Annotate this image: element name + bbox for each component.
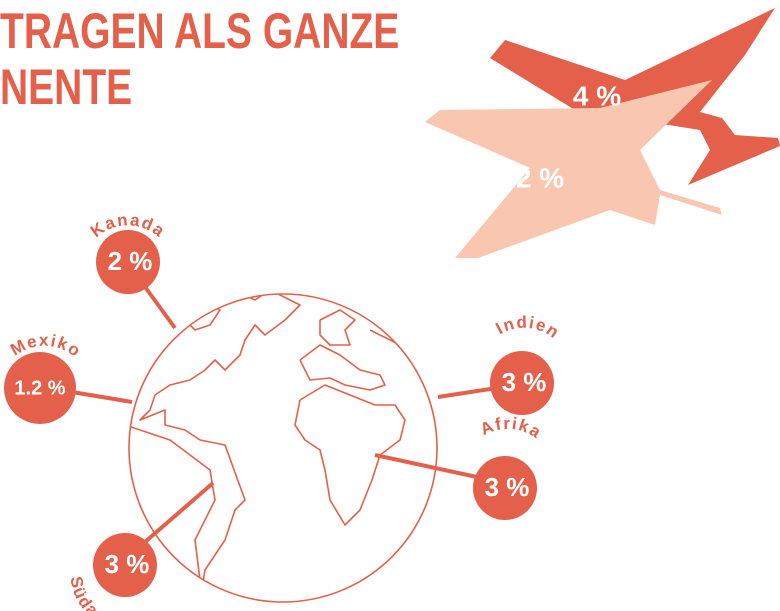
region-value: 3 %: [502, 367, 547, 397]
region-name: Indien: [493, 313, 564, 343]
bubble: [93, 533, 157, 597]
title-line: TRAGEN ALS GANZE: [0, 2, 399, 59]
bubble: [490, 351, 554, 415]
bubble: [4, 352, 76, 424]
region-value: 2 %: [108, 246, 153, 276]
region-name: Afrika: [478, 414, 546, 443]
region-name-path: Afrika: [478, 414, 544, 443]
plane-label: 4 %: [573, 80, 621, 111]
bubble: [96, 230, 160, 294]
globe: [128, 293, 438, 603]
bubble: [473, 456, 537, 520]
region-value: 3 %: [105, 549, 150, 579]
plane-dark: [490, 8, 780, 185]
region-value: 1.2 %: [14, 377, 65, 399]
title-line: NENTE: [0, 58, 132, 115]
plane-light: [425, 80, 722, 258]
region-value: 3 %: [485, 472, 530, 502]
region-name-path: Indien: [493, 313, 562, 343]
plane-label: 2 %: [516, 162, 564, 193]
title: TRAGEN ALS GANZE NENTE: [0, 2, 399, 115]
